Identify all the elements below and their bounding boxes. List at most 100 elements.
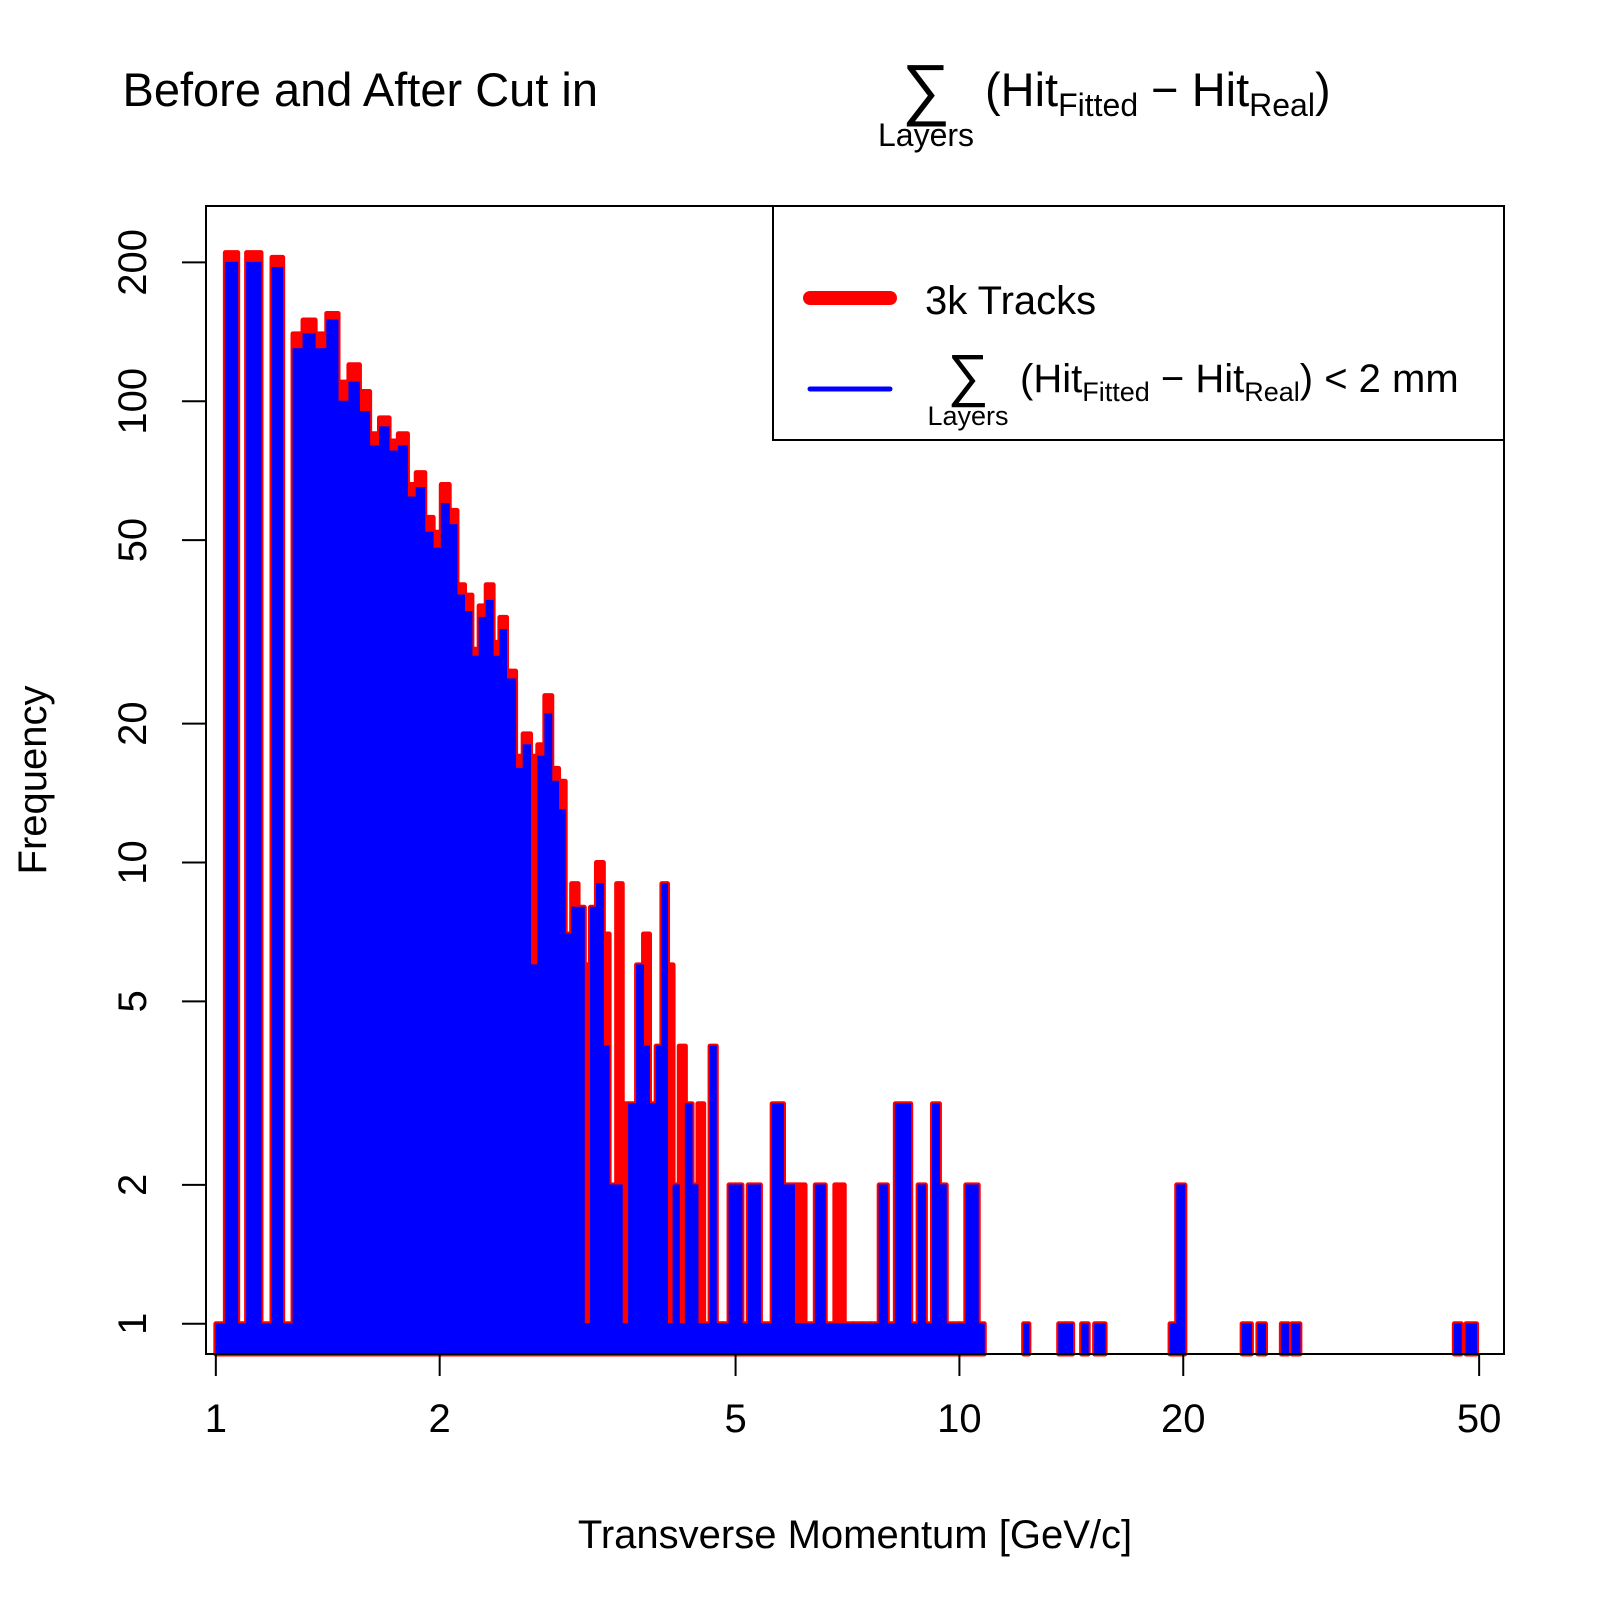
bar-after-19 [415,487,426,1355]
bar-after-41 [577,906,585,1355]
bar-after-68 [747,1184,761,1355]
title-sum-subscript: Layers [878,117,974,153]
y-tick-label-50: 50 [111,518,155,563]
bar-after-42 [583,1323,591,1355]
bar-after-8 [302,333,316,1355]
legend-minus: − Hit [1150,357,1244,401]
bar-after-26 [471,655,480,1355]
bar-after-89 [945,1323,960,1355]
x-tick-label-20: 20 [1161,1397,1206,1441]
bar-after-6 [282,1323,294,1355]
bar-after-92 [977,1323,985,1355]
bar-after-45 [602,1045,610,1355]
legend-open: (Hit [1020,357,1082,401]
y-axis-label: Frequency [11,686,55,875]
bar-after-73 [804,1323,816,1355]
bar-after-3 [246,261,262,1355]
bar-after-66 [735,1184,743,1355]
bar-after-20 [424,531,434,1355]
bar-after-22 [440,503,450,1355]
bar-after-98 [1169,1323,1178,1355]
chart-title: Before and After Cut in ∑ Layers (HitFit… [122,51,1330,153]
bar-after-69 [759,1323,773,1355]
legend-sum-symbol: ∑ [947,343,988,408]
legend-label-after: (HitFitted − HitReal) < 2 mm [1020,357,1459,407]
bar-after-50 [636,964,645,1355]
bar-after-79 [861,1323,872,1355]
title-prefix: Before and After Cut in [122,63,598,116]
title-sub-fitted: Fitted [1058,87,1138,123]
bar-after-27 [478,616,487,1355]
title-close: ) [1315,63,1331,116]
bar-after-67 [741,1323,749,1355]
x-tick-label-10: 10 [937,1397,982,1441]
bar-after-35 [537,755,546,1355]
bar-after-63 [715,1323,723,1355]
bar-after-83 [894,1103,912,1355]
bar-after-96 [1081,1323,1089,1355]
bar-after-74 [814,1184,826,1355]
bar-after-100 [1241,1323,1252,1355]
bar-after-86 [924,1323,933,1355]
bar-after-39 [564,933,573,1355]
x-tick-label-5: 5 [724,1397,746,1441]
bar-after-15 [379,426,390,1355]
bar-after-94 [1058,1323,1067,1355]
y-tick-label-5: 5 [111,990,155,1012]
bar-after-30 [499,628,508,1355]
bar-after-81 [878,1184,888,1355]
bar-after-62 [709,1045,717,1355]
legend-sub-real: Real [1244,377,1300,407]
title-sum-symbol: ∑ [902,51,950,127]
legend-box [772,205,1505,441]
bar-after-105 [1465,1323,1478,1355]
bar-after-33 [522,744,532,1355]
bar-after-40 [571,906,579,1355]
bar-after-12 [348,381,360,1355]
bar-after-88 [938,1184,947,1355]
y-tick-label-2: 2 [111,1174,155,1196]
bar-after-25 [464,611,473,1355]
bar-after-97 [1094,1323,1106,1355]
bar-after-37 [551,780,560,1355]
legend-close: ) < 2 mm [1300,357,1459,401]
bar-after-23 [448,524,458,1355]
bar-after-34 [530,964,539,1355]
bar-after-78 [852,1323,863,1355]
x-axis-label: Transverse Momentum [GeV/c] [578,1513,1132,1557]
bar-after-84 [910,1323,919,1355]
bar-after-21 [432,547,442,1355]
x-axis: 1 2 5 10 20 50 [205,1353,1502,1441]
bar-after-31 [506,678,517,1355]
bar-after-43 [589,906,597,1355]
bar-after-60 [697,1323,705,1355]
bar-after-76 [834,1323,845,1355]
bar-after-51 [643,1045,650,1355]
bar-after-77 [843,1323,854,1355]
bar-after-57 [678,1323,686,1355]
bar-after-49 [628,1103,638,1355]
bar-after-13 [358,411,371,1355]
legend-sub-fitted: Fitted [1082,377,1150,407]
y-axis: 1 2 5 10 20 50 100 200 [111,229,207,1335]
x-tick-label-50: 50 [1457,1397,1502,1441]
bar-after-58 [684,1103,693,1355]
bar-after-2 [237,1323,248,1355]
bar-after-65 [728,1184,737,1355]
legend: 3k Tracks ∑ Layers (HitFitted − HitReal)… [772,205,1505,441]
bar-after-0 [215,1323,226,1355]
legend-label-before: 3k Tracks [925,279,1096,323]
bar-after-91 [965,1184,979,1355]
x-tick-label-1: 1 [205,1397,227,1441]
bar-after-64 [721,1323,730,1355]
title-expression: (HitFitted − HitReal) [985,63,1331,123]
bar-after-24 [456,594,466,1355]
title-minus: − Hit [1138,63,1249,116]
bar-after-72 [793,1323,806,1355]
bar-after-16 [388,450,399,1355]
bar-after-11 [337,400,350,1355]
y-tick-label-10: 10 [111,840,155,885]
bar-after-10 [326,319,339,1355]
bar-after-55 [667,1323,674,1355]
